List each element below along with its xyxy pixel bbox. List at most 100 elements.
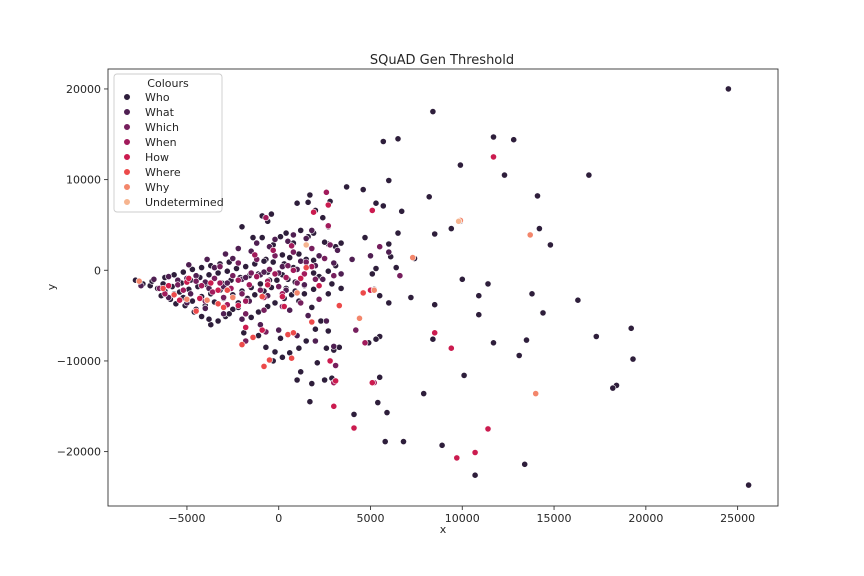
data-point — [293, 199, 301, 207]
data-point — [324, 327, 332, 335]
data-point — [289, 231, 297, 239]
data-point — [253, 239, 261, 247]
data-point — [302, 235, 310, 242]
legend-box — [113, 73, 223, 213]
data-point — [385, 240, 393, 248]
data-point — [324, 222, 332, 230]
data-point — [368, 206, 376, 214]
data-point — [337, 270, 345, 278]
data-point — [376, 243, 384, 251]
data-point — [300, 270, 308, 278]
data-point — [242, 274, 250, 281]
data-point — [245, 281, 253, 289]
data-point — [179, 286, 187, 294]
data-point — [547, 241, 554, 249]
legend: Colours Who What Which When How Where Why Undet… — [113, 73, 224, 213]
data-point — [192, 277, 200, 285]
data-point — [515, 352, 523, 359]
data-point — [372, 265, 380, 272]
data-point — [214, 317, 222, 325]
data-point — [271, 235, 279, 243]
legend-marker — [123, 153, 131, 161]
data-point — [300, 290, 308, 298]
data-point — [725, 85, 732, 93]
data-point — [289, 266, 297, 274]
data-point — [286, 254, 294, 261]
data-point — [229, 272, 237, 280]
data-point — [431, 301, 439, 309]
data-point — [264, 281, 272, 289]
data-point — [174, 281, 182, 289]
data-point — [326, 241, 334, 249]
data-point — [609, 384, 617, 392]
data-point — [238, 341, 246, 348]
y-tick-label: 10000 — [66, 174, 101, 187]
data-point — [293, 289, 301, 297]
data-point — [453, 454, 461, 462]
data-point — [627, 324, 635, 332]
x-tick-label: −5000 — [168, 512, 205, 525]
data-point — [394, 229, 402, 237]
data-point — [188, 265, 196, 273]
data-point — [282, 229, 290, 237]
data-point — [330, 259, 338, 267]
data-point — [484, 425, 492, 433]
data-point — [225, 310, 233, 318]
data-point — [266, 356, 273, 364]
data-point — [523, 336, 530, 344]
data-point — [280, 303, 288, 310]
legend-label: Which — [145, 121, 179, 134]
data-point — [229, 255, 237, 262]
data-point — [260, 268, 268, 276]
data-point — [528, 290, 536, 298]
data-point — [352, 326, 360, 334]
x-tick-label: 5000 — [356, 512, 384, 525]
data-point — [385, 248, 393, 256]
data-point — [297, 274, 305, 282]
data-point — [308, 303, 316, 311]
data-point — [293, 279, 301, 287]
data-point — [258, 234, 266, 241]
data-point — [293, 376, 301, 384]
data-point — [471, 449, 479, 456]
data-point — [277, 334, 284, 342]
data-point — [278, 293, 286, 300]
legend-label: Why — [145, 181, 170, 194]
legend-label: When — [145, 136, 177, 149]
data-point — [271, 348, 279, 356]
data-point — [278, 353, 286, 361]
data-point — [278, 263, 286, 270]
data-point — [379, 138, 387, 145]
data-point — [150, 275, 158, 283]
data-point — [214, 300, 222, 308]
data-point — [251, 251, 259, 259]
legend-entries: Who What Which When How Where Why Undetermined — [123, 91, 224, 209]
points-layer — [132, 85, 752, 489]
data-point — [396, 272, 404, 280]
data-point — [306, 191, 314, 199]
data-point — [284, 237, 292, 245]
data-point — [381, 438, 389, 445]
data-point — [176, 296, 183, 304]
data-point — [216, 263, 224, 270]
data-point — [392, 264, 400, 271]
data-point — [256, 286, 264, 294]
data-point — [475, 292, 483, 300]
data-point — [322, 344, 330, 352]
data-point — [205, 271, 213, 279]
data-point — [407, 294, 415, 301]
data-point — [266, 265, 273, 273]
data-point — [313, 359, 321, 367]
data-point — [297, 368, 305, 376]
data-point — [220, 303, 227, 311]
data-point — [198, 264, 205, 271]
data-point — [420, 390, 428, 397]
data-point — [372, 199, 380, 207]
data-point — [361, 339, 369, 347]
data-point — [306, 398, 314, 406]
data-point — [242, 263, 250, 270]
data-point — [431, 230, 439, 238]
data-point — [286, 306, 294, 314]
data-point — [536, 225, 543, 232]
data-point — [211, 274, 218, 282]
